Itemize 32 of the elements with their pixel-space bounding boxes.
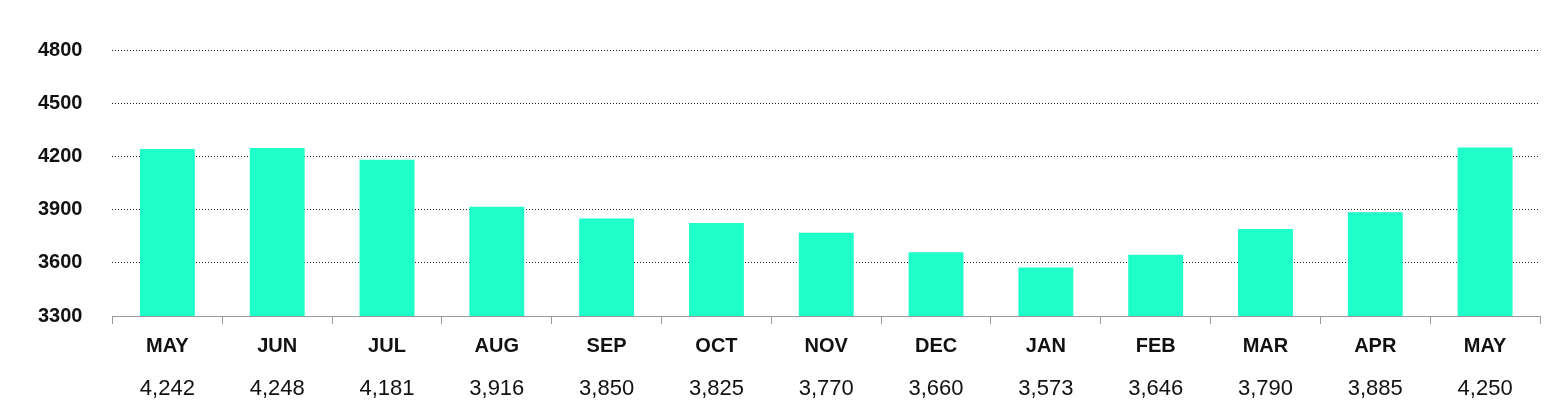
data-label: 3,790: [1237, 375, 1294, 401]
y-tick-label: 4500: [37, 90, 83, 113]
data-label: 4,248: [249, 375, 305, 401]
y-tick-label: 3600: [37, 250, 83, 273]
data-label: 3,825: [688, 375, 744, 401]
data-label: 3,573: [1018, 375, 1074, 401]
x-tick-label: OCT: [695, 333, 738, 356]
y-tick-label: 4800: [37, 37, 83, 60]
x-tick-label: APR: [1354, 333, 1397, 356]
x-tick-label: SEP: [586, 333, 627, 356]
x-tick-label: NOV: [804, 333, 849, 356]
data-label: 3,646: [1128, 375, 1184, 401]
x-tick-label: MAY: [146, 333, 190, 356]
x-tick-label: DEC: [914, 333, 958, 356]
x-tick-label: AUG: [474, 333, 520, 356]
data-label: 4,242: [139, 375, 195, 401]
x-tick-label: FEB: [1135, 333, 1176, 356]
data-label: 3,885: [1347, 375, 1403, 401]
x-tick-label: MAR: [1242, 333, 1289, 356]
y-tick-label: 4200: [37, 143, 83, 166]
y-tick-label: 3300: [37, 303, 83, 326]
data-label: 3,916: [469, 375, 525, 401]
x-tick-label: JUN: [257, 333, 298, 356]
x-tick-label: JUL: [368, 333, 406, 356]
data-label: 3,770: [798, 375, 854, 401]
data-label: 3,850: [579, 375, 635, 401]
data-label: 3,660: [908, 375, 964, 401]
data-label: 4,250: [1457, 375, 1513, 401]
x-tick-label: MAY: [1463, 333, 1508, 356]
x-tick-label: JAN: [1025, 333, 1066, 356]
data-label: 4,181: [359, 375, 415, 401]
y-tick-label: 3900: [37, 197, 83, 220]
